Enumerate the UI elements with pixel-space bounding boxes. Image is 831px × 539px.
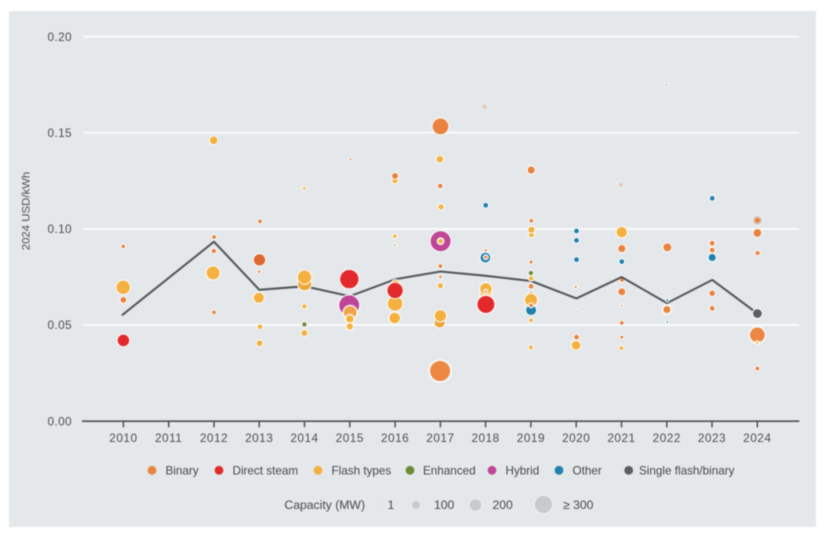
svg-text:Direct steam: Direct steam bbox=[233, 464, 299, 477]
svg-text:2023: 2023 bbox=[698, 431, 726, 445]
svg-text:2013: 2013 bbox=[245, 431, 273, 445]
svg-text:2021: 2021 bbox=[607, 431, 635, 445]
svg-text:2020: 2020 bbox=[562, 431, 590, 445]
svg-text:2022: 2022 bbox=[653, 431, 681, 445]
svg-text:2024 USD/kWh: 2024 USD/kWh bbox=[21, 172, 33, 251]
svg-text:0.00: 0.00 bbox=[47, 414, 72, 428]
svg-text:100: 100 bbox=[434, 498, 455, 512]
svg-text:0.05: 0.05 bbox=[47, 318, 72, 332]
svg-text:2010: 2010 bbox=[109, 431, 137, 445]
svg-text:Capacity (MW): Capacity (MW) bbox=[284, 498, 365, 512]
svg-text:2017: 2017 bbox=[426, 431, 454, 445]
svg-text:2015: 2015 bbox=[336, 431, 364, 445]
svg-text:1: 1 bbox=[388, 498, 395, 512]
svg-text:2018: 2018 bbox=[471, 431, 499, 445]
svg-text:2016: 2016 bbox=[381, 431, 409, 445]
svg-text:≥ 300: ≥ 300 bbox=[563, 498, 594, 512]
svg-text:0.15: 0.15 bbox=[47, 126, 72, 140]
svg-text:Hybrid: Hybrid bbox=[506, 464, 540, 477]
svg-text:Enhanced: Enhanced bbox=[423, 464, 476, 477]
svg-text:2012: 2012 bbox=[200, 431, 228, 445]
svg-text:0.20: 0.20 bbox=[47, 30, 72, 44]
svg-text:2011: 2011 bbox=[155, 431, 182, 445]
svg-text:Single flash/binary: Single flash/binary bbox=[639, 464, 735, 477]
svg-text:0.10: 0.10 bbox=[47, 222, 72, 236]
svg-text:Other: Other bbox=[573, 464, 602, 477]
svg-text:Flash types: Flash types bbox=[332, 464, 392, 477]
svg-text:2019: 2019 bbox=[517, 431, 545, 445]
svg-text:Binary: Binary bbox=[166, 464, 199, 477]
svg-text:200: 200 bbox=[493, 498, 514, 512]
svg-text:2014: 2014 bbox=[290, 431, 318, 445]
svg-text:2024: 2024 bbox=[743, 431, 771, 445]
